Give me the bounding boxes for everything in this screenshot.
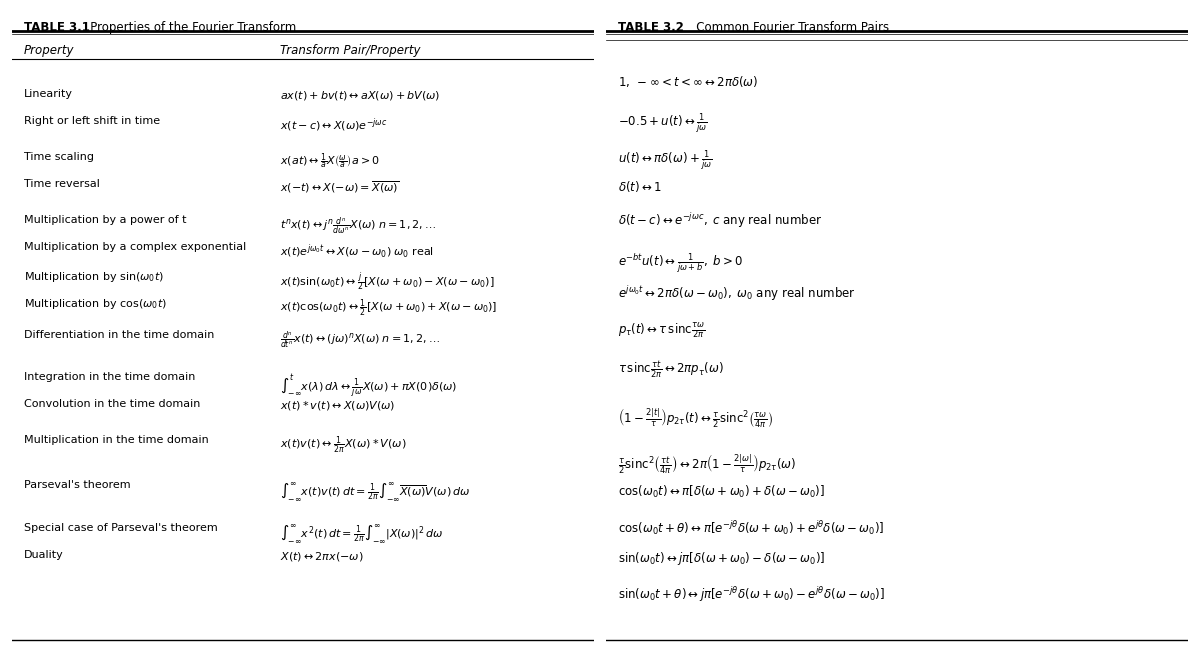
Text: $-0.5 + u(t) \leftrightarrow \frac{1}{j\omega}$: $-0.5 + u(t) \leftrightarrow \frac{1}{j\… — [618, 111, 708, 135]
Text: $\delta(t) \leftrightarrow 1$: $\delta(t) \leftrightarrow 1$ — [618, 179, 661, 194]
Text: $e^{j\omega_0 t} \leftrightarrow 2\pi\delta(\omega-\omega_0),\; \omega_0 \mathrm: $e^{j\omega_0 t} \leftrightarrow 2\pi\de… — [618, 284, 856, 303]
Text: $t^{n}x(t) \leftrightarrow j^{n}\frac{d^{n}}{d\omega^{n}}X(\omega)\; n = 1, 2, \: $t^{n}x(t) \leftrightarrow j^{n}\frac{d^… — [280, 215, 436, 237]
Text: $1,\; -\infty < t < \infty \leftrightarrow 2\pi\delta(\omega)$: $1,\; -\infty < t < \infty \leftrightarr… — [618, 74, 758, 89]
Text: $\frac{\tau}{2}\mathrm{sinc}^{2}\left(\frac{\tau t}{4\pi}\right) \leftrightarrow: $\frac{\tau}{2}\mathrm{sinc}^{2}\left(\f… — [618, 453, 796, 477]
Text: Property: Property — [24, 44, 74, 57]
Text: $x(t)\cos(\omega_0 t) \leftrightarrow \frac{1}{2}[X(\omega+\omega_0) + X(\omega-: $x(t)\cos(\omega_0 t) \leftrightarrow \f… — [280, 297, 497, 318]
Text: Transform Pair/Property: Transform Pair/Property — [280, 44, 420, 57]
Text: $\int_{-\infty}^{t} x(\lambda)\,d\lambda \leftrightarrow \frac{1}{j\omega}X(\ome: $\int_{-\infty}^{t} x(\lambda)\,d\lambda… — [280, 372, 457, 398]
Text: Convolution in the time domain: Convolution in the time domain — [24, 399, 200, 409]
Text: Multiplication by sin($\omega_0 t$): Multiplication by sin($\omega_0 t$) — [24, 270, 163, 284]
Text: $x(-t) \leftrightarrow X(-\omega) = \overline{X(\omega)}$: $x(-t) \leftrightarrow X(-\omega) = \ove… — [280, 180, 398, 195]
Text: $\sin(\omega_0 t) \leftrightarrow j\pi[\delta(\omega+\omega_0) - \delta(\omega-\: $\sin(\omega_0 t) \leftrightarrow j\pi[\… — [618, 550, 826, 568]
Text: Common Fourier Transform Pairs: Common Fourier Transform Pairs — [684, 21, 889, 34]
Text: $x(t-c) \leftrightarrow X(\omega)e^{-j\omega c}$: $x(t-c) \leftrightarrow X(\omega)e^{-j\o… — [280, 117, 388, 134]
Text: TABLE 3.1: TABLE 3.1 — [24, 21, 90, 34]
Text: $\cos(\omega_0 t+\theta) \leftrightarrow \pi[e^{-j\theta}\delta(\omega+\omega_0): $\cos(\omega_0 t+\theta) \leftrightarrow… — [618, 519, 884, 537]
Text: $p_{\tau}(t) \leftrightarrow \tau\, \mathrm{sinc}\frac{\tau\omega}{2\pi}$: $p_{\tau}(t) \leftrightarrow \tau\, \mat… — [618, 322, 704, 341]
Text: $x(t)*v(t) \leftrightarrow X(\omega)V(\omega)$: $x(t)*v(t) \leftrightarrow X(\omega)V(\o… — [280, 399, 395, 412]
Text: Special case of Parseval's theorem: Special case of Parseval's theorem — [24, 522, 217, 532]
Text: $\int_{-\infty}^{\infty} x^{2}(t)\,dt = \frac{1}{2\pi}\int_{-\infty}^{\infty} |X: $\int_{-\infty}^{\infty} x^{2}(t)\,dt = … — [280, 522, 443, 545]
Text: $x(at) \leftrightarrow \frac{1}{a}X\left(\frac{\omega}{a}\right) a > 0$: $x(at) \leftrightarrow \frac{1}{a}X\left… — [280, 152, 379, 172]
Text: Time reversal: Time reversal — [24, 180, 100, 190]
Text: Differentiation in the time domain: Differentiation in the time domain — [24, 330, 214, 339]
Text: Multiplication by cos($\omega_0 t$): Multiplication by cos($\omega_0 t$) — [24, 297, 167, 311]
Text: Multiplication by a complex exponential: Multiplication by a complex exponential — [24, 243, 246, 253]
Text: $u(t) \leftrightarrow \pi\delta(\omega) + \frac{1}{j\omega}$: $u(t) \leftrightarrow \pi\delta(\omega) … — [618, 149, 712, 173]
Text: $\sin(\omega_0 t+\theta) \leftrightarrow j\pi[e^{-j\theta}\delta(\omega+\omega_0: $\sin(\omega_0 t+\theta) \leftrightarrow… — [618, 585, 884, 605]
Text: $\cos(\omega_0 t) \leftrightarrow \pi[\delta(\omega+\omega_0) + \delta(\omega-\o: $\cos(\omega_0 t) \leftrightarrow \pi[\d… — [618, 484, 824, 501]
Text: $\int_{-\infty}^{\infty} x(t)v(t)\,dt = \frac{1}{2\pi}\int_{-\infty}^{\infty} \o: $\int_{-\infty}^{\infty} x(t)v(t)\,dt = … — [280, 480, 469, 503]
Text: $\delta(t-c) \leftrightarrow e^{-j\omega c},\; c \mathrm{\ any\ real\ number}$: $\delta(t-c) \leftrightarrow e^{-j\omega… — [618, 211, 822, 230]
Text: Multiplication by a power of t: Multiplication by a power of t — [24, 215, 186, 225]
Text: $ax(t) + bv(t) \leftrightarrow aX(\omega) + bV(\omega)$: $ax(t) + bv(t) \leftrightarrow aX(\omega… — [280, 89, 440, 102]
Text: Integration in the time domain: Integration in the time domain — [24, 372, 196, 382]
Text: Time scaling: Time scaling — [24, 152, 94, 162]
Text: $\tau\, \mathrm{sinc}\frac{\tau t}{2\pi} \leftrightarrow 2\pi p_{\tau}(\omega)$: $\tau\, \mathrm{sinc}\frac{\tau t}{2\pi}… — [618, 359, 724, 380]
Text: Right or left shift in time: Right or left shift in time — [24, 117, 160, 127]
Text: $\frac{d^{n}}{dt^{n}}x(t) \leftrightarrow (j\omega)^{n} X(\omega)\; n = 1, 2, \l: $\frac{d^{n}}{dt^{n}}x(t) \leftrightarro… — [280, 330, 439, 351]
Text: Linearity: Linearity — [24, 89, 73, 99]
Text: Multiplication in the time domain: Multiplication in the time domain — [24, 435, 209, 445]
Text: $x(t)e^{j\omega_0 t} \leftrightarrow X(\omega - \omega_0)\; \omega_0 \mathrm{\ r: $x(t)e^{j\omega_0 t} \leftrightarrow X(\… — [280, 243, 433, 261]
Text: $x(t)v(t) \leftrightarrow \frac{1}{2\pi}X(\omega)*V(\omega)$: $x(t)v(t) \leftrightarrow \frac{1}{2\pi}… — [280, 435, 406, 456]
Text: $\left(1 - \frac{2|t|}{\tau}\right)p_{2\tau}(t) \leftrightarrow \frac{\tau}{2}\m: $\left(1 - \frac{2|t|}{\tau}\right)p_{2\… — [618, 406, 773, 430]
Text: $e^{-bt}u(t) \leftrightarrow \frac{1}{j\omega+b},\; b > 0$: $e^{-bt}u(t) \leftrightarrow \frac{1}{j\… — [618, 251, 743, 276]
Text: $x(t)\sin(\omega_0 t) \leftrightarrow \frac{j}{2}[X(\omega+\omega_0) - X(\omega-: $x(t)\sin(\omega_0 t) \leftrightarrow \f… — [280, 270, 494, 292]
Text: Properties of the Fourier Transform: Properties of the Fourier Transform — [79, 21, 296, 34]
Text: TABLE 3.2: TABLE 3.2 — [618, 21, 684, 34]
Text: Parseval's theorem: Parseval's theorem — [24, 480, 131, 491]
Text: Duality: Duality — [24, 550, 64, 560]
Text: $X(t) \leftrightarrow 2\pi x(-\omega)$: $X(t) \leftrightarrow 2\pi x(-\omega)$ — [280, 550, 364, 563]
